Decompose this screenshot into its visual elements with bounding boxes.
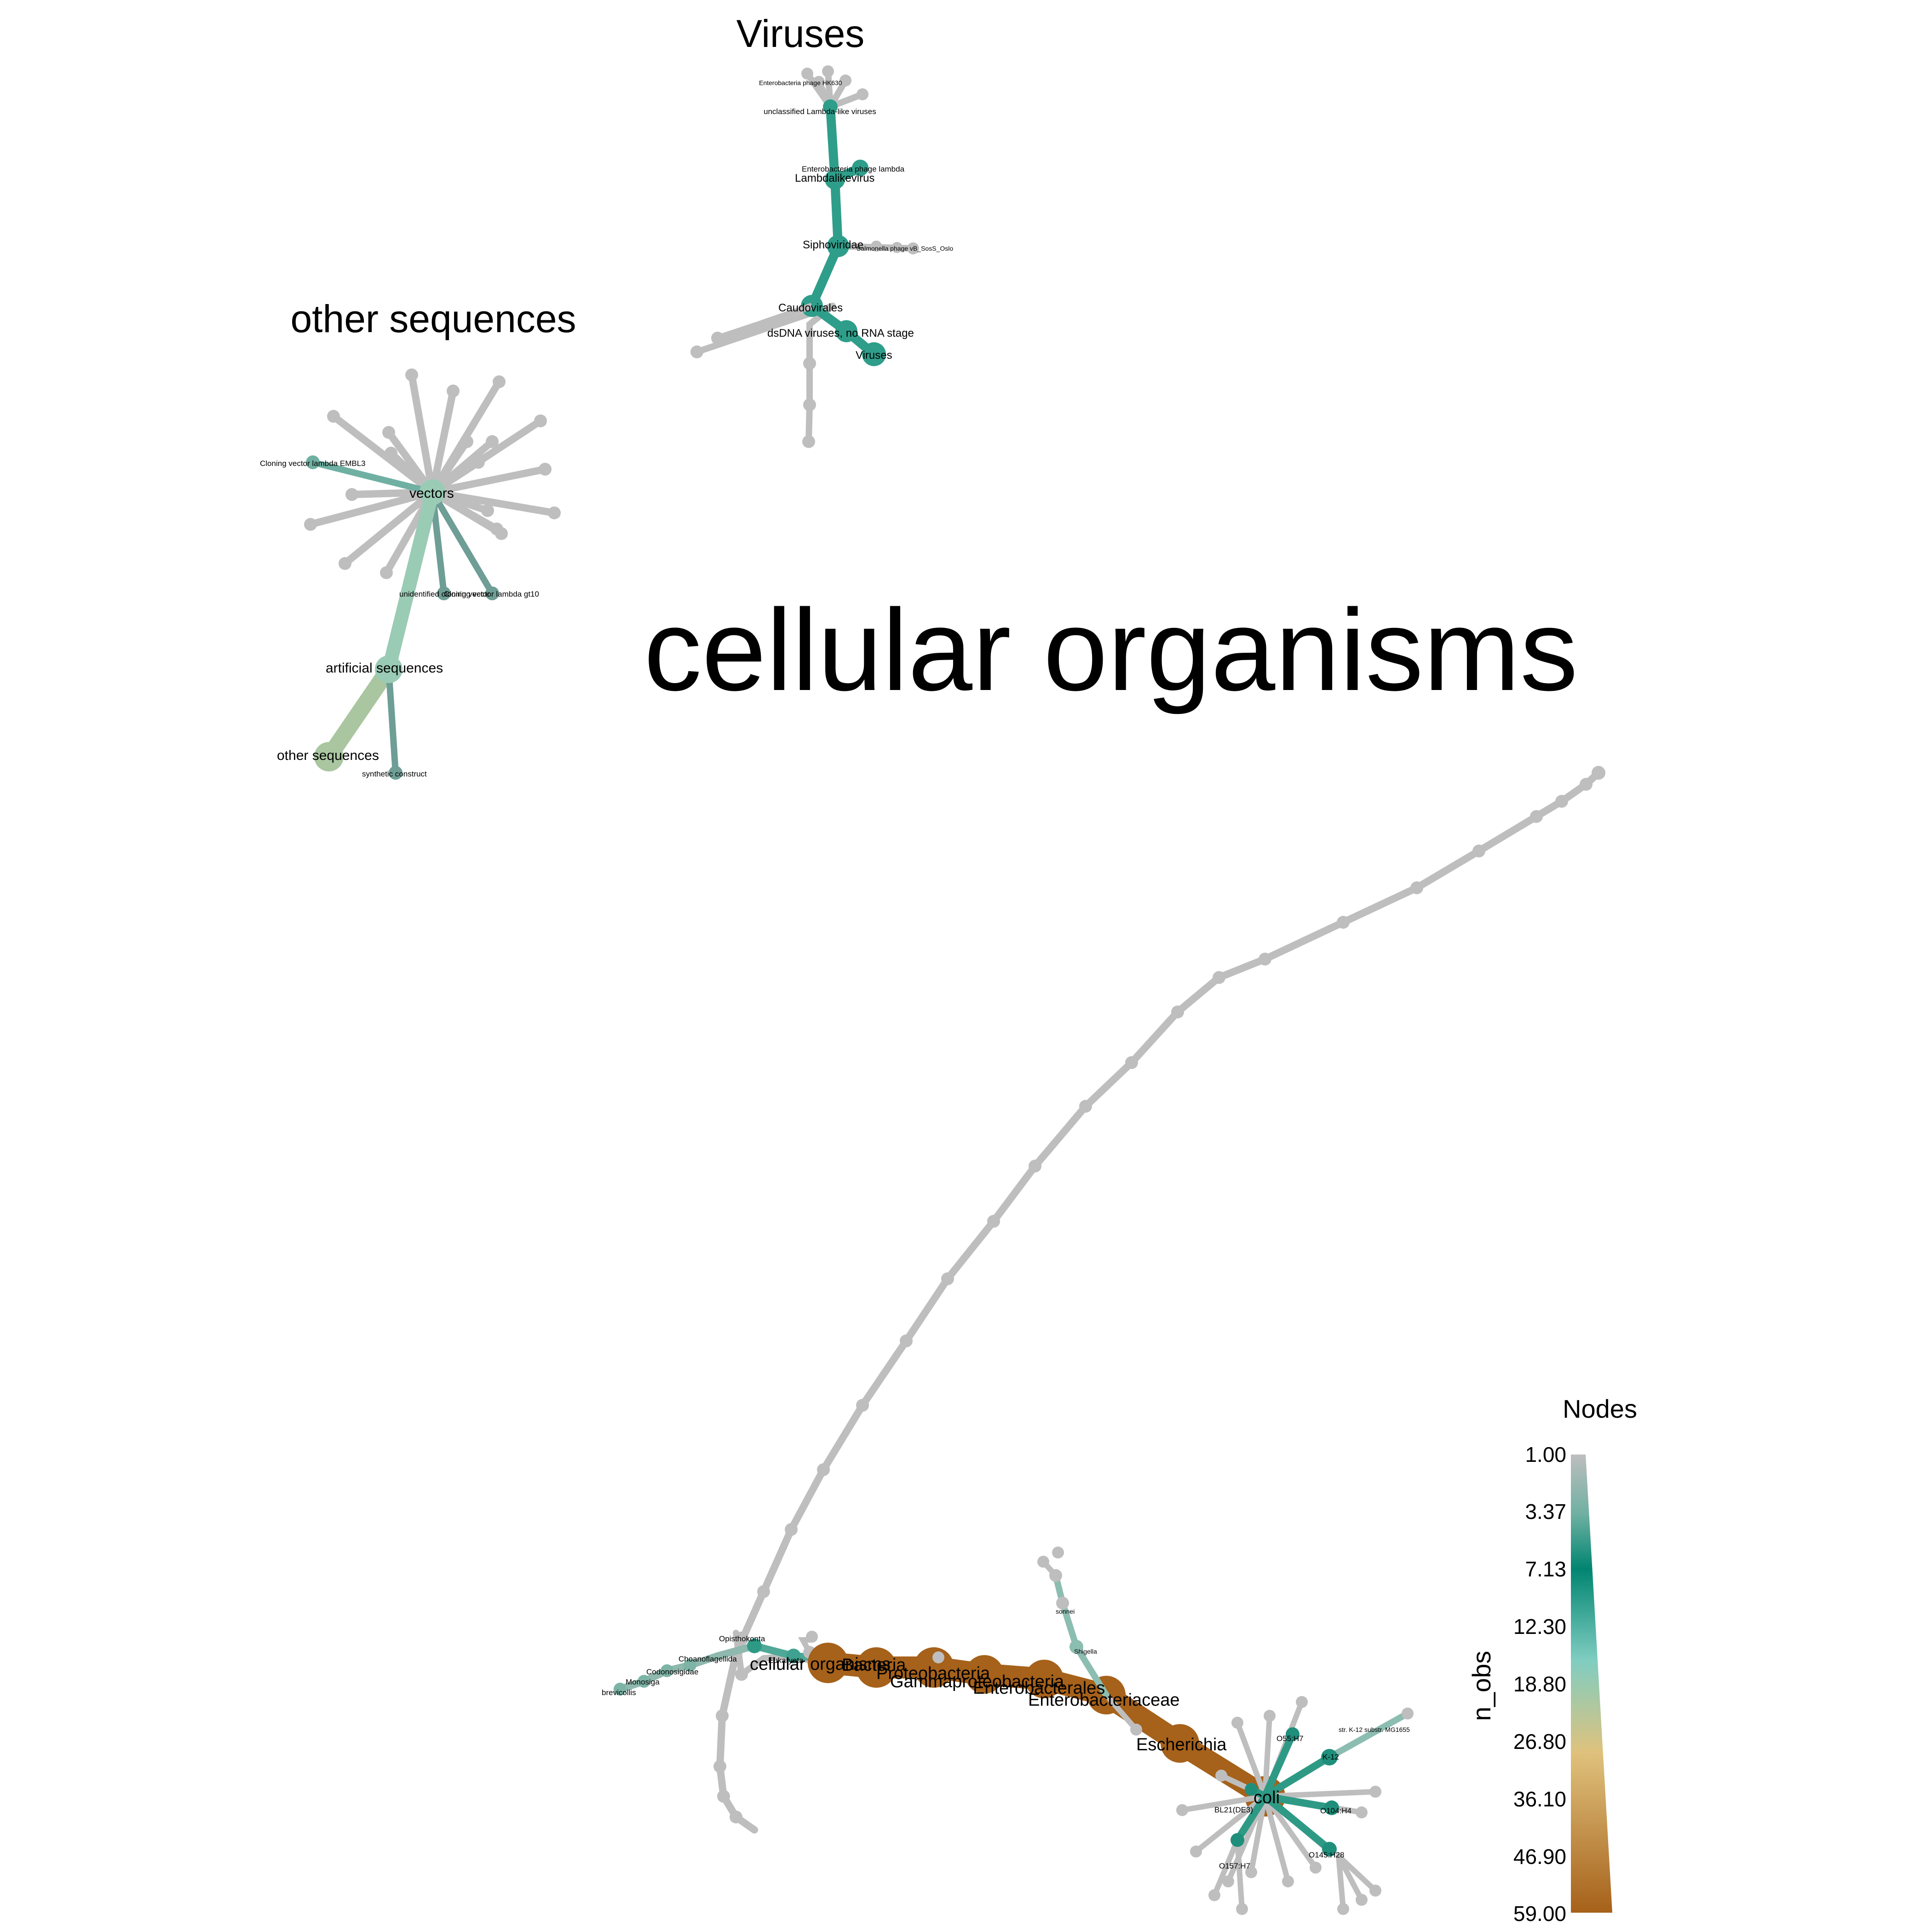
label-lambdalikevirus: Lambdalikevirus xyxy=(795,172,874,184)
shigella-branch xyxy=(1037,1547,1110,1698)
label-k12: K-12 xyxy=(1322,1753,1339,1761)
legend-tick: 18.80 xyxy=(1513,1672,1566,1696)
label-o145h28: O145:H28 xyxy=(1309,1851,1345,1859)
legend-tick: 59.00 xyxy=(1513,1902,1566,1926)
title-cellular-organisms: cellular organisms xyxy=(644,586,1578,715)
legend-axis-label: n_obs xyxy=(1467,1651,1496,1721)
label-cellular-organisms: cellular organisms xyxy=(750,1655,891,1674)
cellular-grey-lineage-path xyxy=(716,769,1602,1834)
label-unidentified-cloning: unidentified cloning vector xyxy=(399,590,490,598)
legend-color-wedge xyxy=(1571,1455,1612,1913)
label-caudovirales: Caudovirales xyxy=(778,302,843,314)
label-escherichia: Escherichia xyxy=(1136,1735,1227,1754)
label-o157h7: O157:H7 xyxy=(1219,1862,1250,1870)
label-unclassified-lambda: unclassified Lambda-like viruses xyxy=(764,107,876,116)
other-sequences-labels: vectors Cloning vector lambda EMBL3 unid… xyxy=(260,459,539,778)
label-choanoflagellida: Choanoflagellida xyxy=(678,1655,737,1663)
label-artificial-sequences: artificial sequences xyxy=(326,661,443,676)
label-o55h7: O55:H7 xyxy=(1276,1734,1304,1743)
legend-ticks: 1.00 3.37 7.13 12.30 18.80 26.80 36.10 4… xyxy=(1513,1443,1566,1926)
legend-tick: 36.10 xyxy=(1513,1787,1566,1811)
label-vectors: vectors xyxy=(409,486,454,501)
other-sequences-tree: vectors Cloning vector lambda EMBL3 unid… xyxy=(260,368,561,780)
legend-tick: 12.30 xyxy=(1513,1615,1566,1639)
label-eukaryota: Eukaryota xyxy=(768,1656,804,1665)
label-salmonella-phage: Salmonella phage vB_SosS_Oslo xyxy=(857,245,953,252)
legend-title: Nodes xyxy=(1563,1394,1637,1423)
label-bacteria: Bacteria xyxy=(842,1656,906,1675)
cellular-grey-lineage-nodes xyxy=(713,766,1605,1823)
label-shigella: Shigella xyxy=(1074,1648,1097,1655)
label-proteobacteria: Proteobacteria xyxy=(876,1664,990,1683)
bacteria-backbone xyxy=(808,1643,1285,1817)
label-siphoviridae: Siphoviridae xyxy=(803,239,863,251)
label-other-sequences: other sequences xyxy=(277,748,379,763)
viruses-labels: Viruses dsDNA viruses, no RNA stage Caud… xyxy=(759,79,953,362)
label-codonosigidae: Codonosigidae xyxy=(646,1668,698,1676)
title-viruses: Viruses xyxy=(736,12,865,55)
label-synthetic-construct: synthetic construct xyxy=(362,770,427,778)
legend-tick: 46.90 xyxy=(1513,1845,1566,1869)
label-gammaproteobacteria: Gammaproteobacteria xyxy=(890,1672,1064,1691)
label-viruses-root: Viruses xyxy=(856,349,892,362)
label-enterobacterales: Enterobacterales xyxy=(973,1679,1105,1698)
legend-tick: 7.13 xyxy=(1525,1557,1566,1581)
title-other-sequences: other sequences xyxy=(290,297,576,340)
label-monosiga: Monosiga xyxy=(626,1678,660,1686)
label-mg1655: str. K-12 substr. MG1655 xyxy=(1339,1726,1410,1733)
legend-tick: 3.37 xyxy=(1525,1500,1566,1524)
label-coli: coli xyxy=(1254,1788,1280,1807)
label-bl21: BL21(DE3) xyxy=(1214,1806,1253,1814)
label-cloning-gt10: Cloning vector lambda gt10 xyxy=(444,590,539,598)
label-opisthokonta: Opisthokonta xyxy=(719,1634,765,1643)
bacteria-grey-spur xyxy=(798,1631,1142,1736)
legend: Nodes n_obs 1.00 3.37 7.13 12.30 18.80 2… xyxy=(1467,1394,1637,1926)
legend-tick: 1.00 xyxy=(1525,1443,1566,1466)
label-cloning-embl3: Cloning vector lambda EMBL3 xyxy=(260,459,366,468)
label-ent-phage-hk630: Enterobacteria phage HK630 xyxy=(759,79,842,86)
legend-tick: 26.80 xyxy=(1513,1730,1566,1754)
viruses-tree: Viruses dsDNA viruses, no RNA stage Caud… xyxy=(690,65,953,448)
label-ent-phage-lambda: Enterobacteria phage lambda xyxy=(802,165,905,173)
label-dsdna: dsDNA viruses, no RNA stage xyxy=(767,327,914,339)
label-enterobacteriaceae: Enterobacteriaceae xyxy=(1028,1690,1180,1710)
label-o104h4: O104:H4 xyxy=(1320,1806,1351,1815)
cellular-organisms-tree: cellular organisms Bacteria Proteobacter… xyxy=(602,766,1605,1915)
label-brevicollis: brevicollis xyxy=(602,1688,636,1697)
label-sonnei: sonnei xyxy=(1056,1608,1075,1615)
coli-star xyxy=(1176,1696,1414,1915)
cellular-labels: cellular organisms Bacteria Proteobacter… xyxy=(602,1608,1410,1870)
